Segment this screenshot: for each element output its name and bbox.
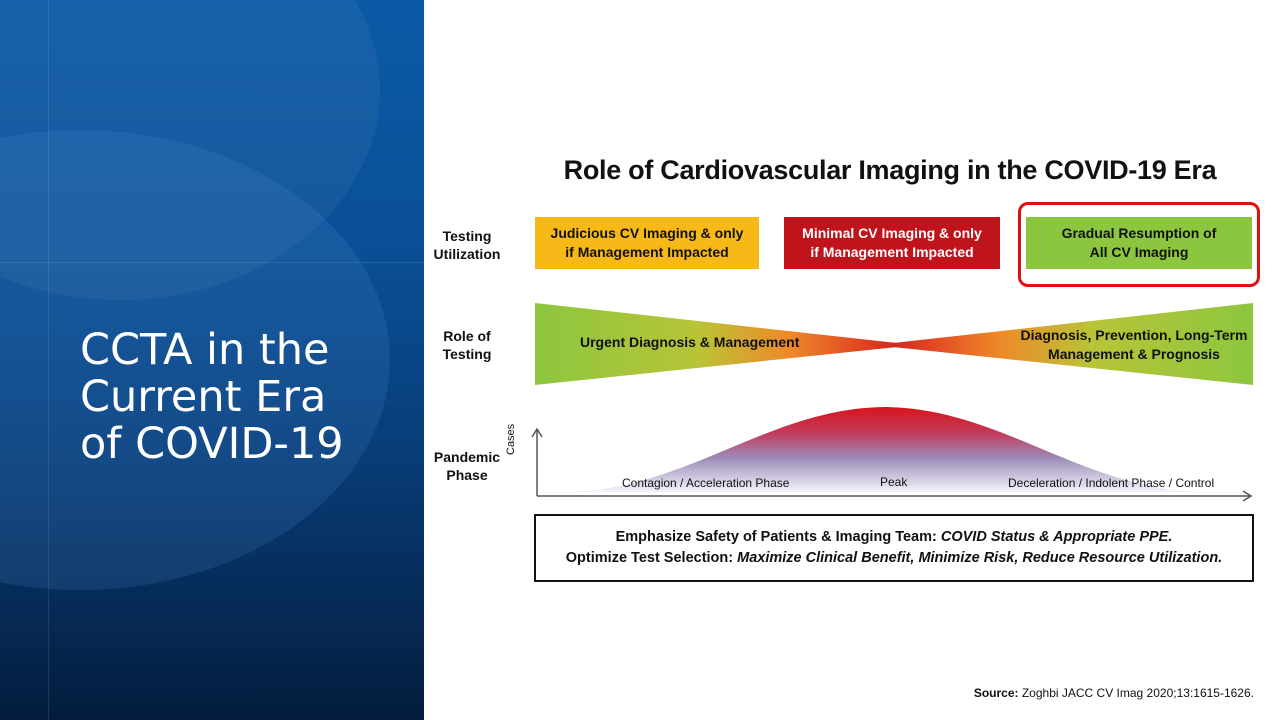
diagnosis-prevention-label: Diagnosis, Prevention, Long-Term Managem…	[1020, 326, 1248, 364]
row-label-line: Testing	[442, 346, 492, 362]
x-axis-arrow	[1242, 490, 1253, 502]
row-label-testing-utilization: Testing Utilization	[428, 227, 506, 263]
judicious-imaging-box: Judicious CV Imaging & only if Managemen…	[535, 217, 759, 269]
role-right-line: Diagnosis, Prevention, Long-Term	[1020, 327, 1248, 343]
slide-title: CCTA in the Current Era of COVID-19	[80, 324, 410, 469]
decorative-line	[0, 262, 424, 263]
summary-bold-text: Emphasize Safety of Patients & Imaging T…	[615, 529, 941, 545]
summary-box: Emphasize Safety of Patients & Imaging T…	[534, 514, 1254, 582]
box-text: Minimal CV Imaging & only	[802, 225, 982, 241]
cases-axis-label: Cases	[505, 423, 517, 455]
pandemic-bell-curve	[570, 407, 1200, 492]
row-label-line: Testing	[442, 228, 492, 244]
row-label-role-of-testing: Role of Testing	[428, 327, 506, 363]
slide-title-line: CCTA in the	[80, 324, 330, 375]
summary-italic-text: Maximize Clinical Benefit, Minimize Risk…	[737, 550, 1223, 566]
row-label-line: Role of	[443, 328, 491, 344]
summary-bold-text: Optimize Test Selection:	[565, 550, 738, 566]
box-text: if Management Impacted	[565, 244, 729, 260]
box-text: if Management Impacted	[810, 244, 974, 260]
box-text: All CV Imaging	[1089, 244, 1189, 260]
source-citation: Source: Zoghbi JACC CV Imag 2020;13:1615…	[974, 686, 1254, 700]
y-axis-arrow	[531, 427, 543, 438]
row-label-line: Pandemic	[433, 449, 501, 465]
pandemic-curve-chart	[531, 407, 1253, 502]
summary-line-2: Optimize Test Selection: Maximize Clinic…	[566, 548, 1222, 569]
urgent-diagnosis-label: Urgent Diagnosis & Management	[580, 334, 800, 350]
gradual-resumption-box: Gradual Resumption of All CV Imaging	[1026, 217, 1252, 269]
role-bowtie-shape	[535, 303, 1253, 385]
slide-title-line: Current Era	[80, 371, 327, 422]
decorative-line	[48, 0, 49, 720]
figure-title: Role of Cardiovascular Imaging in the CO…	[563, 155, 1217, 185]
box-text: Gradual Resumption of	[1061, 225, 1217, 241]
row-label-pandemic-phase: Pandemic Phase	[428, 448, 506, 484]
highlight-outline	[1018, 202, 1260, 287]
summary-italic-text: COVID Status & Appropriate PPE.	[940, 529, 1173, 545]
minimal-imaging-box: Minimal CV Imaging & only if Management …	[784, 217, 1000, 269]
box-text: Judicious CV Imaging & only	[550, 225, 744, 241]
summary-line-1: Emphasize Safety of Patients & Imaging T…	[616, 527, 1173, 548]
contagion-phase-label: Contagion / Acceleration Phase	[622, 476, 790, 490]
title-panel: CCTA in the Current Era of COVID-19	[0, 0, 424, 720]
bowtie-right-wedge	[893, 303, 1253, 385]
deceleration-phase-label: Deceleration / Indolent Phase / Control	[1008, 476, 1215, 490]
row-label-line: Phase	[446, 467, 488, 483]
bowtie-left-wedge	[535, 303, 897, 385]
slide-title-line: of COVID-19	[80, 418, 344, 469]
peak-label: Peak	[880, 475, 908, 489]
source-label: Source:	[973, 686, 1019, 700]
role-right-line: Management & Prognosis	[1048, 346, 1220, 362]
row-label-line: Utilization	[433, 246, 501, 262]
source-text: Zoghbi JACC CV Imag 2020;13:1615-1626.	[1018, 686, 1254, 700]
